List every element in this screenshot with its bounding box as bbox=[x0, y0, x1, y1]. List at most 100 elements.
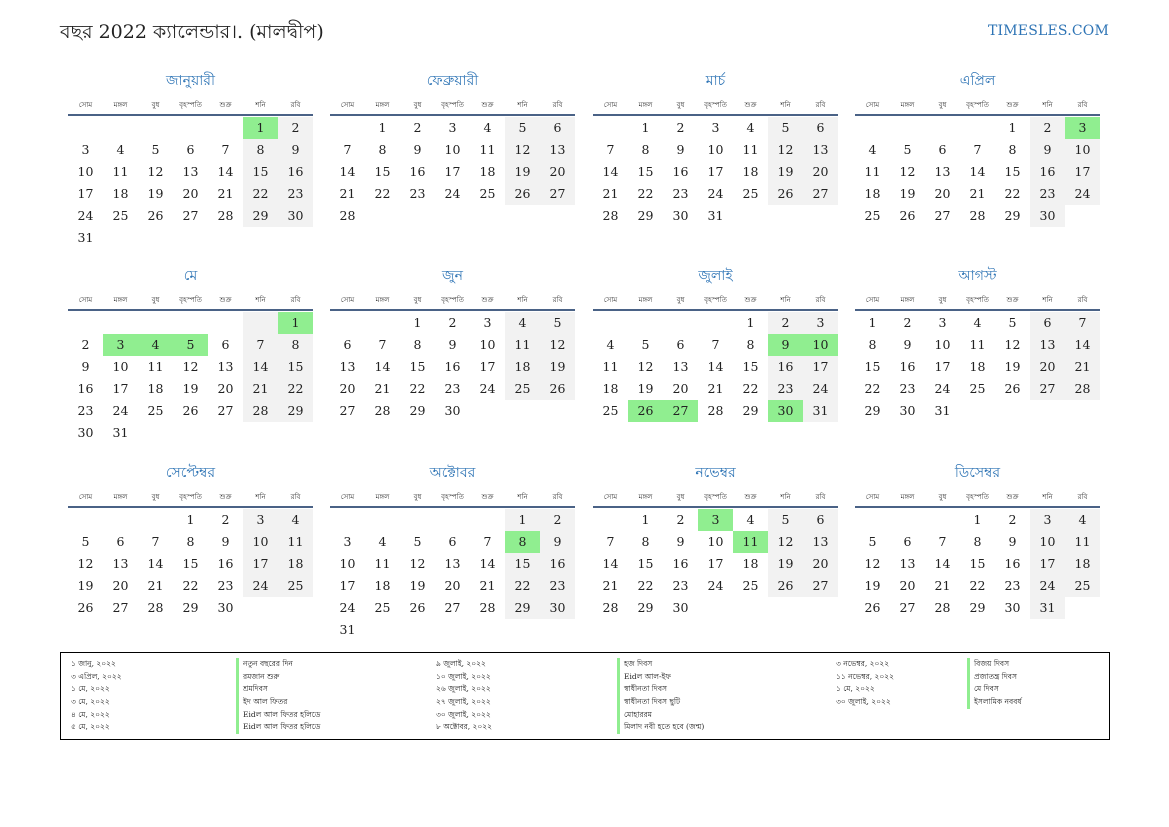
day-cell[interactable]: 18 bbox=[479, 164, 496, 179]
holiday-day-cell[interactable]: 3 bbox=[103, 334, 138, 356]
day-cell[interactable]: 23 bbox=[1004, 578, 1021, 593]
holiday-day-cell[interactable]: 3 bbox=[1065, 117, 1100, 139]
day-cell[interactable]: 10 bbox=[707, 142, 724, 157]
day-cell[interactable]: 26 bbox=[182, 403, 199, 418]
day-cell[interactable]: 7 bbox=[606, 142, 615, 157]
day-cell[interactable]: 20 bbox=[803, 161, 838, 183]
day-cell[interactable]: 22 bbox=[1004, 186, 1021, 201]
day-cell[interactable]: 28 bbox=[934, 600, 951, 615]
day-cell[interactable]: 23 bbox=[899, 381, 916, 396]
day-cell[interactable]: 22 bbox=[409, 381, 426, 396]
day-cell[interactable]: 21 bbox=[147, 578, 164, 593]
day-cell[interactable]: 19 bbox=[540, 356, 575, 378]
day-cell[interactable]: 27 bbox=[803, 575, 838, 597]
day-cell[interactable]: 3 bbox=[243, 509, 278, 531]
day-cell[interactable]: 16 bbox=[278, 161, 313, 183]
day-cell[interactable]: 14 bbox=[374, 359, 391, 374]
holiday-day-cell[interactable]: 27 bbox=[663, 400, 698, 422]
day-cell[interactable]: 29 bbox=[409, 403, 426, 418]
day-cell[interactable]: 20 bbox=[217, 381, 234, 396]
day-cell[interactable]: 24 bbox=[444, 186, 461, 201]
holiday-day-cell[interactable]: 5 bbox=[173, 334, 208, 356]
day-cell[interactable]: 20 bbox=[112, 578, 129, 593]
day-cell[interactable]: 8 bbox=[1008, 142, 1017, 157]
day-cell[interactable]: 29 bbox=[969, 600, 986, 615]
day-cell[interactable]: 12 bbox=[1004, 337, 1021, 352]
day-cell[interactable]: 6 bbox=[343, 337, 352, 352]
day-cell[interactable]: 24 bbox=[707, 186, 724, 201]
day-cell[interactable]: 30 bbox=[672, 600, 689, 615]
day-cell[interactable]: 31 bbox=[934, 403, 951, 418]
day-cell[interactable]: 19 bbox=[147, 186, 164, 201]
day-cell[interactable]: 25 bbox=[864, 208, 881, 223]
day-cell[interactable]: 14 bbox=[217, 164, 234, 179]
day-cell[interactable]: 19 bbox=[899, 186, 916, 201]
day-cell[interactable]: 28 bbox=[217, 208, 234, 223]
day-cell[interactable]: 25 bbox=[479, 186, 496, 201]
day-cell[interactable]: 13 bbox=[217, 359, 234, 374]
day-cell[interactable]: 20 bbox=[672, 381, 689, 396]
day-cell[interactable]: 16 bbox=[77, 381, 94, 396]
day-cell[interactable]: 20 bbox=[803, 553, 838, 575]
day-cell[interactable]: 16 bbox=[217, 556, 234, 571]
day-cell[interactable]: 30 bbox=[217, 600, 234, 615]
day-cell[interactable]: 21 bbox=[969, 186, 986, 201]
day-cell[interactable]: 7 bbox=[711, 337, 720, 352]
day-cell[interactable]: 5 bbox=[868, 534, 877, 549]
day-cell[interactable]: 14 bbox=[479, 556, 496, 571]
day-cell[interactable]: 7 bbox=[343, 142, 352, 157]
day-cell[interactable]: 13 bbox=[182, 164, 199, 179]
day-cell[interactable]: 7 bbox=[483, 534, 492, 549]
day-cell[interactable]: 7 bbox=[973, 142, 982, 157]
day-cell[interactable]: 6 bbox=[540, 117, 575, 139]
day-cell[interactable]: 26 bbox=[409, 600, 426, 615]
day-cell[interactable]: 12 bbox=[505, 139, 540, 161]
day-cell[interactable]: 3 bbox=[803, 312, 838, 334]
day-cell[interactable]: 28 bbox=[969, 208, 986, 223]
day-cell[interactable]: 14 bbox=[602, 556, 619, 571]
day-cell[interactable]: 25 bbox=[1065, 575, 1100, 597]
day-cell[interactable]: 9 bbox=[448, 337, 457, 352]
day-cell[interactable]: 16 bbox=[409, 164, 426, 179]
day-cell[interactable]: 7 bbox=[151, 534, 160, 549]
day-cell[interactable]: 10 bbox=[112, 359, 129, 374]
day-cell[interactable]: 25 bbox=[969, 381, 986, 396]
day-cell[interactable]: 16 bbox=[899, 359, 916, 374]
day-cell[interactable]: 14 bbox=[147, 556, 164, 571]
day-cell[interactable]: 21 bbox=[602, 578, 619, 593]
day-cell[interactable]: 29 bbox=[742, 403, 759, 418]
day-cell[interactable]: 31 bbox=[77, 230, 94, 245]
day-cell[interactable]: 29 bbox=[637, 208, 654, 223]
day-cell[interactable]: 2 bbox=[221, 512, 230, 527]
day-cell[interactable]: 28 bbox=[339, 208, 356, 223]
day-cell[interactable]: 26 bbox=[768, 575, 803, 597]
day-cell[interactable]: 4 bbox=[505, 312, 540, 334]
day-cell[interactable]: 8 bbox=[973, 534, 982, 549]
day-cell[interactable]: 4 bbox=[483, 120, 492, 135]
day-cell[interactable]: 30 bbox=[540, 597, 575, 619]
day-cell[interactable]: 23 bbox=[672, 186, 689, 201]
day-cell[interactable]: 19 bbox=[77, 578, 94, 593]
day-cell[interactable]: 12 bbox=[77, 556, 94, 571]
day-cell[interactable]: 24 bbox=[339, 600, 356, 615]
day-cell[interactable]: 17 bbox=[707, 164, 724, 179]
day-cell[interactable]: 19 bbox=[409, 578, 426, 593]
day-cell[interactable]: 8 bbox=[868, 337, 877, 352]
day-cell[interactable]: 22 bbox=[864, 381, 881, 396]
day-cell[interactable]: 20 bbox=[444, 578, 461, 593]
day-cell[interactable]: 24 bbox=[707, 578, 724, 593]
day-cell[interactable]: 22 bbox=[637, 578, 654, 593]
day-cell[interactable]: 5 bbox=[768, 509, 803, 531]
day-cell[interactable]: 11 bbox=[742, 142, 759, 157]
day-cell[interactable]: 1 bbox=[973, 512, 982, 527]
day-cell[interactable]: 24 bbox=[77, 208, 94, 223]
holiday-day-cell[interactable]: 11 bbox=[733, 531, 768, 553]
day-cell[interactable]: 30 bbox=[278, 205, 313, 227]
day-cell[interactable]: 25 bbox=[278, 575, 313, 597]
day-cell[interactable]: 13 bbox=[899, 556, 916, 571]
day-cell[interactable]: 15 bbox=[1004, 164, 1021, 179]
day-cell[interactable]: 16 bbox=[768, 356, 803, 378]
day-cell[interactable]: 12 bbox=[864, 556, 881, 571]
day-cell[interactable]: 9 bbox=[540, 531, 575, 553]
day-cell[interactable]: 28 bbox=[707, 403, 724, 418]
